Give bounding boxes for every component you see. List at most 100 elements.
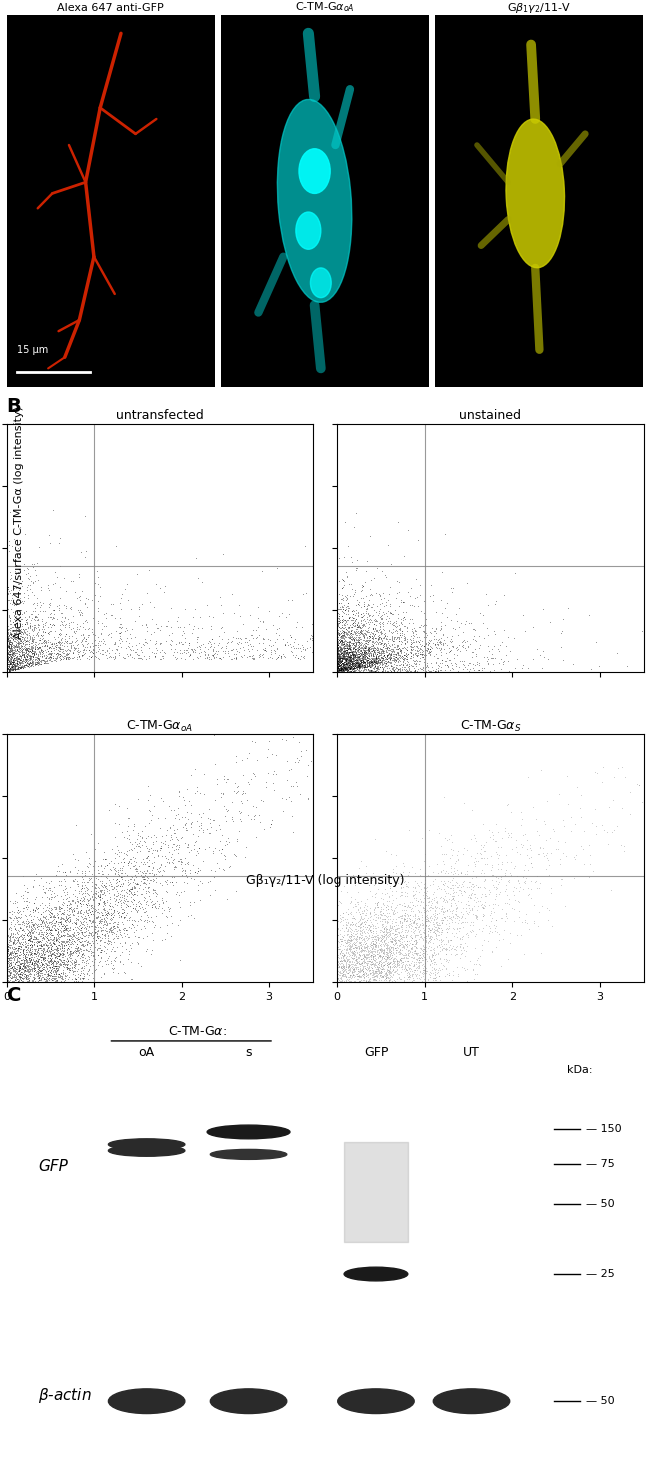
Point [349, 946, 359, 970]
Point [341, 655, 351, 679]
Point [391, 917, 401, 941]
Point [341, 958, 352, 982]
Point [32, 914, 43, 938]
Point [378, 891, 389, 914]
Point [396, 587, 406, 611]
Point [77, 935, 88, 958]
Point [332, 936, 343, 960]
Point [47, 898, 57, 921]
Point [363, 917, 374, 941]
Point [416, 889, 426, 913]
Point [376, 652, 387, 676]
Point [241, 836, 252, 860]
Point [1, 651, 12, 674]
Point [332, 970, 343, 994]
Point [49, 885, 59, 908]
Point [333, 955, 344, 979]
Point [107, 604, 117, 627]
Point [351, 643, 361, 667]
Point [220, 642, 231, 665]
Point [94, 905, 105, 929]
Point [343, 649, 353, 673]
Point [277, 727, 287, 751]
Point [332, 941, 343, 964]
Point [82, 876, 92, 899]
Point [30, 927, 40, 951]
Point [446, 908, 456, 932]
Point [46, 951, 56, 974]
Point [375, 643, 385, 667]
Point [436, 615, 446, 639]
Point [421, 643, 432, 667]
Point [88, 926, 99, 949]
Point [367, 649, 377, 673]
Point [332, 923, 343, 946]
Point [82, 596, 92, 620]
Point [332, 932, 343, 955]
Point [421, 970, 432, 994]
Point [332, 970, 343, 994]
Point [411, 970, 422, 994]
Point [404, 938, 415, 961]
Point [1, 970, 12, 994]
Point [3, 967, 13, 991]
Point [7, 646, 18, 670]
Point [342, 652, 352, 676]
Point [3, 970, 14, 994]
Point [352, 936, 362, 960]
Point [67, 955, 77, 979]
Point [400, 960, 410, 983]
Point [384, 920, 395, 944]
Point [40, 960, 51, 983]
Point [17, 655, 27, 679]
Point [332, 957, 343, 980]
Point [6, 631, 16, 655]
Point [340, 970, 350, 994]
Point [333, 967, 344, 991]
Point [1, 944, 12, 967]
Point [112, 858, 123, 882]
Point [96, 886, 107, 910]
Point [53, 957, 63, 980]
Point [44, 894, 55, 917]
Point [332, 911, 343, 935]
Point [1, 948, 12, 972]
Point [14, 620, 25, 643]
Point [389, 659, 399, 683]
Point [25, 565, 35, 589]
Point [348, 645, 359, 668]
Point [77, 913, 88, 936]
Point [468, 657, 478, 680]
Point [359, 970, 370, 994]
Point [110, 939, 120, 963]
Point [352, 612, 362, 636]
Point [384, 955, 395, 979]
Point [209, 636, 219, 659]
Point [40, 951, 51, 974]
Point [450, 849, 461, 873]
Point [332, 970, 343, 994]
Point [392, 970, 402, 994]
Point [334, 630, 345, 654]
Point [142, 866, 153, 889]
Point [5, 907, 16, 930]
Point [332, 967, 343, 991]
Point [45, 955, 55, 979]
Point [5, 608, 15, 631]
Point [84, 637, 94, 661]
Point [35, 969, 46, 992]
Point [1, 961, 12, 985]
Point [392, 961, 402, 985]
Point [396, 611, 406, 634]
Point [343, 659, 353, 683]
Point [70, 885, 80, 908]
Point [337, 657, 347, 680]
Point [335, 654, 346, 677]
Point [407, 932, 417, 955]
Point [3, 939, 14, 963]
Point [366, 651, 376, 674]
Point [422, 899, 433, 923]
Point [74, 941, 85, 964]
Point [172, 827, 182, 851]
Point [366, 945, 376, 969]
